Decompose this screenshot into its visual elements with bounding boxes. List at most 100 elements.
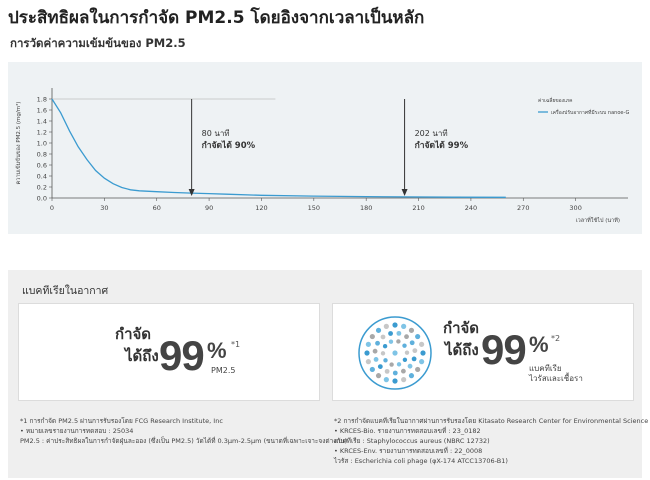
bacteria-dot [392, 322, 398, 328]
x-tick-label: 0 [50, 204, 54, 212]
bacteria-dot [392, 370, 398, 376]
y-tick-label: 0.0 [37, 195, 47, 203]
bacteria-dots-icon [358, 316, 432, 390]
pm25-chart-panel: 0.0 0.2 0.4 0.6 0.8 1.0 1.2 1.4 1.6 1.8 0 30 60 90 120… [8, 62, 642, 234]
bacteria-dot [388, 331, 393, 336]
y-tick-label: 1.6 [37, 107, 47, 115]
bacteria-dot [401, 377, 407, 383]
bacteria-dot [365, 341, 371, 347]
bacteria-dot [419, 359, 425, 365]
y-tick-label: 0.4 [37, 173, 47, 181]
removal-percent-sign: % [207, 338, 227, 363]
bacteria-dot [389, 362, 394, 367]
page-title: ประสิทธิผลในการกำจัด PM2.5 โดยอิงจากเวลา… [8, 8, 425, 28]
removal-percent-number: 99 [159, 332, 205, 379]
bacteria-dot [407, 363, 413, 369]
annotation-arrow-head [188, 189, 195, 196]
bacteria-dot [396, 330, 402, 336]
bacteria-dot [377, 364, 383, 369]
bacteria-dot [415, 366, 421, 373]
bacteria-label-line1: กำจัด [443, 319, 480, 337]
bacteria-dot [392, 378, 398, 384]
footnote-marker-1: *1 [231, 340, 241, 349]
y-tick-label: 0.6 [37, 162, 47, 170]
pm25-removal-card: กำจัด ได้ถึง 99 % *1 PM2.5 [18, 303, 320, 401]
bacteria-dot [383, 358, 388, 363]
annotation-arrow-head [401, 189, 408, 196]
x-tick-label: 120 [255, 204, 267, 212]
note-left-0: *1 การกำจัด PM2.5 ผ่านการรับรองโดย FCG R… [20, 417, 223, 425]
bacteria-dot [408, 373, 415, 379]
y-tick-label: 1.4 [37, 118, 47, 126]
bacteria-target-line2: ไวรัสและเชื้อรา [529, 374, 583, 383]
bacteria-dot [369, 366, 375, 373]
bacteria-dot [412, 348, 418, 354]
note-left-2: PM2.5 : ค่าประสิทธิผลในการกำจัดฝุ่นละออง… [20, 437, 348, 445]
x-tick-label: 270 [517, 204, 529, 212]
bacteria-dot [380, 351, 386, 356]
bacteria-heading: แบคทีเรียในอากาศ [22, 285, 109, 297]
bacteria-removal-card: กำจัด ได้ถึง 99 % *2 แบคทีเรีย ไวรัสและเ… [332, 303, 634, 401]
y-axis-label: ความเข้มข้นของ PM2.5 (mg/m³) [15, 102, 22, 185]
bacteria-dot [365, 359, 371, 365]
note-right-1: • KRCES-Bio. รายงานการทดสอบเลขที่ : 23_0… [334, 427, 481, 435]
annotation-time: 202 นาที [415, 129, 448, 138]
bacteria-dot [396, 339, 401, 344]
chart-subtitle: การวัดค่าความเข้มข้นของ PM2.5 [10, 36, 186, 50]
bacteria-dot [375, 373, 382, 379]
bacteria-percent-sign: % [529, 332, 549, 357]
bacteria-dot [380, 334, 386, 340]
dot-icon-ring [358, 316, 432, 390]
x-tick-label: 180 [360, 204, 372, 212]
bacteria-dot [404, 350, 410, 355]
bacteria-dot [392, 350, 398, 356]
note-right-4: ไวรัส : Escherichia coli phage (φX-174 A… [334, 457, 508, 465]
x-tick-label: 210 [412, 204, 424, 212]
y-tick-label: 1.0 [37, 140, 47, 148]
bacteria-dot [409, 340, 415, 346]
bacteria-target-line1: แบคทีเรีย [529, 364, 562, 373]
bacteria-dot [364, 350, 370, 356]
bacteria-dot [415, 333, 421, 340]
note-left-1: • หมายเลขรายงานการทดสอบ : 25034 [20, 427, 134, 435]
y-tick-label: 0.8 [37, 151, 47, 159]
x-tick-label: 60 [153, 204, 161, 212]
bacteria-panel: แบคทีเรียในอากาศ กำจัด ได้ถึง 99 % *1 PM… [8, 270, 648, 478]
x-tick-label: 300 [569, 204, 581, 212]
bacteria-label-line2: ได้ถึง [445, 341, 479, 359]
annotation-time: 80 นาที [202, 129, 230, 138]
y-tick-label: 0.2 [37, 184, 47, 192]
note-right-0: *2 การกำจัดแบคทีเรียในอากาศผ่านการรับรอง… [334, 417, 649, 425]
bacteria-dot [402, 343, 407, 348]
bacteria-dot [384, 368, 390, 374]
removal-label-line2: ได้ถึง [125, 347, 159, 365]
bacteria-dot [375, 340, 380, 346]
bacteria-dot [372, 348, 378, 354]
notes-left: *1 การกำจัด PM2.5 ผ่านการรับรองโดย FCG R… [20, 416, 347, 446]
x-tick-label: 240 [465, 204, 477, 212]
bacteria-dot [382, 344, 388, 349]
bacteria-dot [396, 362, 402, 367]
bacteria-dot [402, 357, 408, 362]
pm25-line-chart: 0.0 0.2 0.4 0.6 0.8 1.0 1.2 1.4 1.6 1.8 0 30 60 90 120… [15, 88, 629, 224]
bacteria-dot [383, 377, 389, 383]
notes-right: *2 การกำจัดแบคทีเรียในอากาศผ่านการรับรอง… [334, 416, 648, 466]
bacteria-dot [369, 333, 375, 340]
bacteria-dot [401, 323, 407, 329]
footnote-marker-2: *2 [551, 334, 561, 343]
bacteria-dot [383, 323, 389, 329]
note-right-3: • KRCES-Env. รายงานการทดสอบเลขที่ : 22_0… [334, 447, 483, 455]
bacteria-dot [400, 368, 406, 374]
bacteria-percent-number: 99 [481, 326, 527, 373]
bacteria-dot [420, 350, 426, 356]
legend-entry: เครื่องปรับอากาศที่มีระบบ nanoe-G [551, 109, 629, 116]
annotation-removal: กำจัดได้ 90% [202, 140, 256, 151]
bacteria-dot [373, 357, 379, 362]
bacteria-dot [408, 327, 415, 333]
x-tick-label: 90 [205, 204, 213, 212]
bacteria-dot [419, 341, 425, 347]
note-right-2: แบคทีเรีย : Staphylococcus aureus (NBRC … [334, 437, 490, 445]
bacteria-dot [411, 356, 417, 362]
bacteria-dot [375, 327, 382, 333]
legend-title: ค่าเฉลี่ยของเภค [538, 97, 572, 104]
